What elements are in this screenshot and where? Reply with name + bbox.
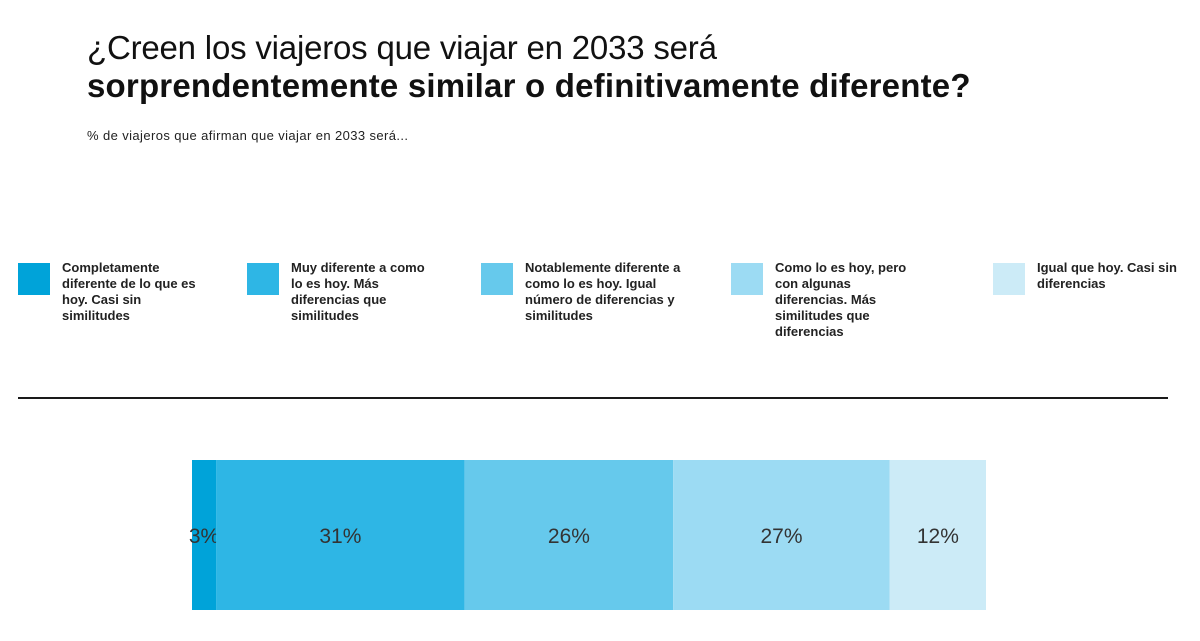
legend-label: Muy diferente a como lo es hoy. Más dife… <box>291 260 425 323</box>
bar-segment-5 <box>889 460 986 610</box>
bar-value-label-5: 12% <box>917 525 959 548</box>
legend-swatch <box>247 263 279 295</box>
legend-label: Igual que hoy. Casi sin diferencias <box>1037 260 1177 291</box>
legend-swatch <box>993 263 1025 295</box>
chart-title-line2: sorprendentemente similar o definitivame… <box>87 67 971 104</box>
chart-title-line1: ¿Creen los viajeros que viajar en 2033 s… <box>87 29 717 66</box>
bar-segment-3 <box>464 460 674 610</box>
legend-swatch <box>731 263 763 295</box>
legend-label: Notablemente diferente a como lo es hoy.… <box>525 260 681 323</box>
bar-value-label-4: 27% <box>760 525 802 548</box>
legend-swatch <box>481 263 513 295</box>
bar-segment-1 <box>192 460 217 610</box>
divider <box>18 397 1168 399</box>
bar-segment-4 <box>673 460 890 610</box>
bar-value-label-1: 3% <box>189 525 219 548</box>
bar-value-label-3: 26% <box>548 525 590 548</box>
bar-value-label-2: 31% <box>319 525 361 548</box>
legend-swatch <box>18 263 50 295</box>
legend-label: Completamente diferente de lo que es hoy… <box>62 260 196 323</box>
bar-segment-2 <box>216 460 465 610</box>
legend-label: Como lo es hoy, pero con algunas diferen… <box>775 260 907 339</box>
chart-subtitle: % de viajeros que afirman que viajar en … <box>87 128 409 143</box>
